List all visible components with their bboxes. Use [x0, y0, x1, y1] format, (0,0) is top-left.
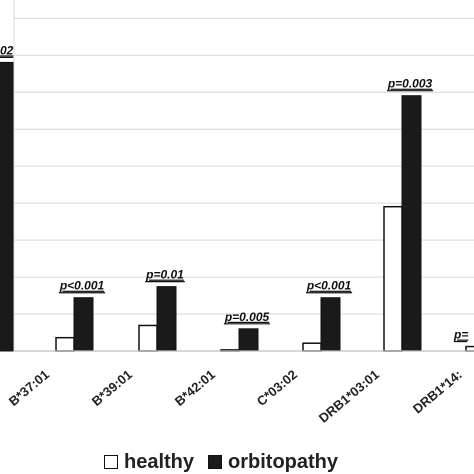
bar-healthy-drb1-14 — [465, 345, 474, 352]
bar-orbitopathy-c-03-02 — [320, 297, 341, 352]
annotation-c-03-02: p<0.001 — [306, 279, 352, 293]
legend-label-orbitopathy: orbitopathy — [228, 450, 339, 473]
annotation-b-42-01: p=0.005 — [224, 310, 270, 324]
bar-healthy-b-37-01 — [55, 336, 75, 352]
bar-orbitopathy-first — [0, 61, 14, 352]
tick-label-c-03-02: C*03:02 — [254, 367, 300, 409]
legend-swatch-healthy — [104, 455, 118, 469]
annotation-drb1-03-01: p=0.003 — [387, 77, 433, 91]
bar-orbitopathy-b-42-01 — [238, 328, 259, 352]
tick-label-b-39-01: B*39:01 — [89, 367, 135, 409]
legend-item-orbitopathy: orbitopathy — [208, 451, 338, 474]
tick-label-b-42-01: B*42:01 — [172, 367, 218, 409]
annotation-b-39-01: p=0.01 — [145, 268, 184, 282]
bar-orbitopathy-b-39-01 — [156, 286, 177, 352]
bar-healthy-c-03-02 — [302, 342, 322, 352]
bar-orbitopathy-b-37-01 — [73, 297, 94, 352]
annotation-first: 02 — [0, 43, 14, 57]
tick-label-b-37-01: B*37:01 — [6, 367, 52, 409]
legend-item-healthy: healthy — [104, 451, 194, 474]
bar-healthy-drb1-03-01 — [383, 205, 403, 352]
legend-label-healthy: healthy — [124, 450, 195, 473]
tick-label-drb1-14: DRB1*14: — [410, 367, 465, 417]
legend: healthy orbitopathy — [104, 450, 352, 474]
bar-orbitopathy-drb1-03-01 — [401, 95, 422, 352]
bar-healthy-b-39-01 — [138, 324, 158, 352]
annotation-drb1-14: p= — [453, 328, 468, 342]
tick-label-drb1-03-01: DRB1*03:01 — [316, 367, 382, 426]
legend-swatch-orbitopathy — [208, 455, 223, 469]
annotation-b-37-01: p<0.001 — [59, 279, 105, 293]
